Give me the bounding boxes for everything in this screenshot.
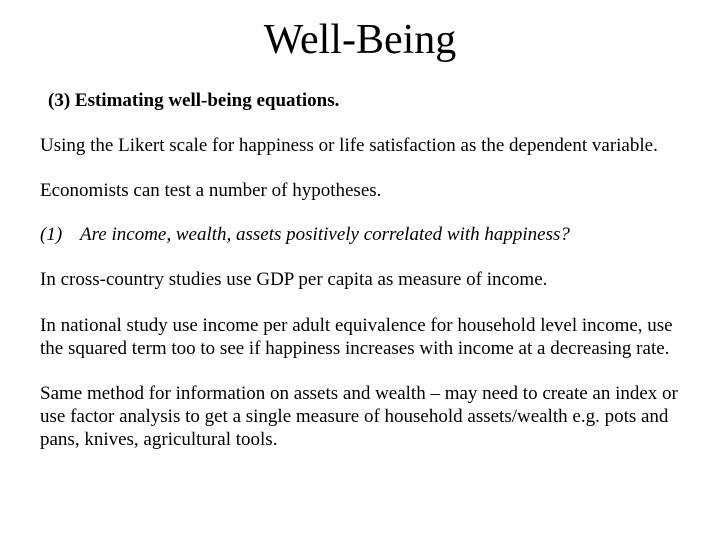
paragraph-4: In national study use income per adult e… xyxy=(40,314,680,360)
hypothesis-1-text: Are income, wealth, assets positively co… xyxy=(80,224,680,246)
paragraph-3: In cross-country studies use GDP per cap… xyxy=(40,268,680,291)
hypothesis-1-number: (1) xyxy=(40,224,80,246)
slide: Well-Being (3) Estimating well-being equ… xyxy=(0,0,720,540)
section-heading: (3) Estimating well-being equations. xyxy=(40,90,680,112)
paragraph-1: Using the Likert scale for happiness or … xyxy=(40,134,680,157)
hypothesis-1: (1) Are income, wealth, assets positivel… xyxy=(40,224,680,246)
paragraph-5: Same method for information on assets an… xyxy=(40,382,680,452)
page-title: Well-Being xyxy=(40,16,680,64)
paragraph-2: Economists can test a number of hypothes… xyxy=(40,179,680,202)
